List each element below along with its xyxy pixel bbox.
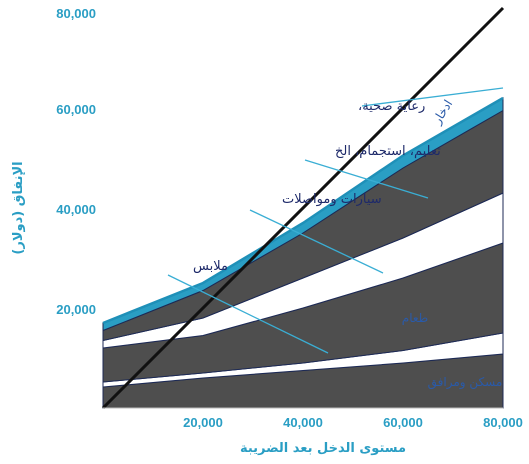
annotation-leaders <box>167 87 504 354</box>
x-tick-label: 60,000 <box>383 415 423 430</box>
annotation-leader-line <box>304 159 429 199</box>
y-tick-label: 40,000 <box>56 202 96 217</box>
band-label-housing: مسكن ومرافق <box>428 375 503 390</box>
y-tick-label: 80,000 <box>56 6 96 21</box>
annotation-education: تعليم، استجمام، الخ <box>335 144 441 159</box>
annotation-leader-line <box>167 274 329 354</box>
total-spending-line <box>102 96 504 325</box>
y-tick-label: 60,000 <box>56 102 96 117</box>
band-label-food: طعام <box>402 311 428 325</box>
band-label-savings: ادخار <box>429 97 456 127</box>
x-axis-ticks: 20,000 40,000 60,000 80,000 <box>183 415 523 430</box>
x-tick-label: 20,000 <box>183 415 223 430</box>
x-tick-label: 80,000 <box>483 415 523 430</box>
y-tick-label: 20,000 <box>56 302 96 317</box>
annotation-leader-line <box>361 87 504 107</box>
annotation-leader-line <box>249 209 384 274</box>
income-diagonal-line <box>101 6 505 410</box>
annotation-clothing: ملابس <box>193 259 228 274</box>
y-axis-title: الإنفاق (دولار) <box>11 161 26 254</box>
x-axis-title: مستوى الدخل بعد الضريبة <box>240 441 406 456</box>
x-tick-label: 40,000 <box>283 415 323 430</box>
spending-bands <box>102 96 504 409</box>
annotation-transport: سيارات ومواصلات <box>282 192 382 207</box>
y-axis-ticks: 20,000 40,000 60,000 80,000 <box>56 6 96 317</box>
annotation-health: رعاية صحية، <box>358 99 425 114</box>
